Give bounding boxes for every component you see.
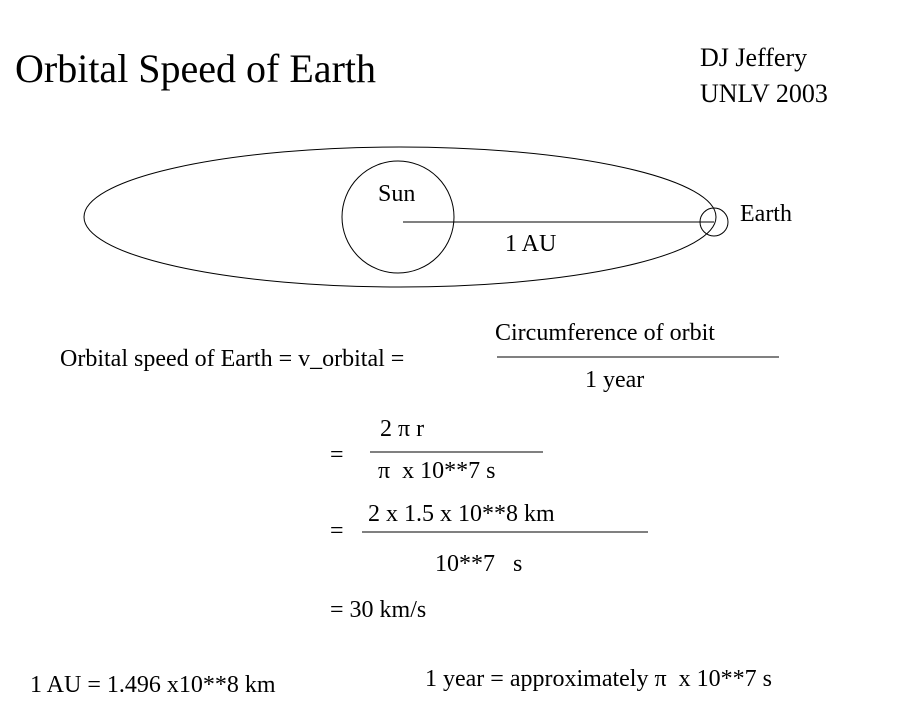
equation-denominator: 10**7 s — [435, 551, 522, 577]
note: 1 AU = 1.496 x10**8 km — [30, 672, 276, 698]
equation-left: Orbital speed of Earth = v_orbital = — [60, 346, 404, 372]
note: 1 year = approximately π x 10**7 s — [425, 666, 772, 692]
equation-left: = — [330, 442, 344, 468]
equation-numerator: Circumference of orbit — [495, 320, 715, 346]
equation-numerator: 2 x 1.5 x 10**8 km — [368, 501, 555, 527]
title: Orbital Speed of Earth — [15, 46, 376, 91]
author-name: DJ Jeffery — [700, 43, 807, 72]
sun — [341, 160, 455, 274]
orbit — [83, 146, 717, 288]
sun-label: Sun — [378, 181, 415, 207]
equation-denominator: π x 10**7 s — [378, 458, 495, 484]
equation-numerator: 2 π r — [380, 416, 424, 442]
distance-label: 1 AU — [505, 231, 556, 257]
equation-left: = — [330, 518, 344, 544]
author-affiliation: UNLV 2003 — [700, 79, 828, 108]
earth-label: Earth — [740, 201, 792, 227]
equation-denominator: 1 year — [585, 367, 644, 393]
equation-result: = 30 km/s — [330, 597, 426, 623]
